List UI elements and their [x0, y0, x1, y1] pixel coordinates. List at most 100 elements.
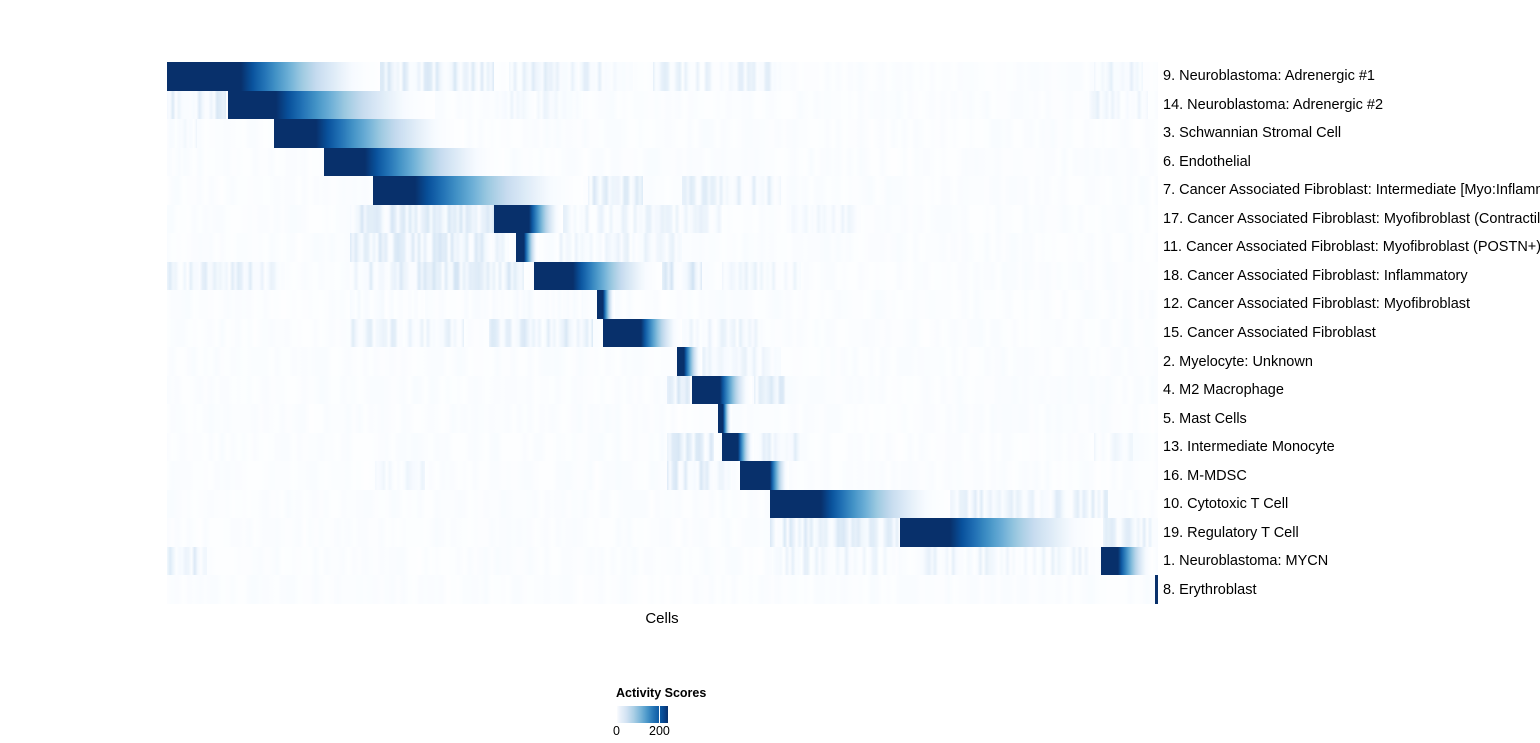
colorbar-legend: Activity Scores 0 200 — [560, 686, 820, 742]
heatmap-primary-block — [597, 290, 604, 320]
heatmap-row — [167, 90, 1158, 120]
heatmap-primary-block — [373, 176, 415, 206]
gep-row-label: 4. M2 Macrophage — [1163, 382, 1284, 399]
heatmap-secondary-band — [558, 233, 683, 263]
heatmap-row — [167, 119, 1158, 149]
gep-row-label: 16. M-MDSC — [1163, 467, 1247, 484]
heatmap-secondary-band — [563, 204, 722, 234]
heatmap-primary-block — [603, 318, 641, 348]
heatmap-primary-block — [494, 204, 529, 234]
heatmap-primary-fade — [603, 290, 615, 320]
heatmap-plot-area — [167, 62, 1158, 604]
heatmap-row-texture — [167, 347, 1158, 377]
heatmap-primary-fade — [528, 204, 564, 234]
heatmap-row-texture — [167, 575, 1158, 604]
heatmap-primary-fade — [276, 90, 435, 120]
heatmap-secondary-band — [380, 62, 495, 92]
gep-row-label: 1. Neuroblastoma: MYCN — [1163, 553, 1329, 570]
heatmap-secondary-band — [682, 318, 762, 348]
heatmap-primary-fade — [315, 119, 465, 149]
heatmap-secondary-band — [791, 204, 861, 234]
heatmap-row — [167, 432, 1158, 462]
heatmap-row-texture — [167, 404, 1158, 434]
heatmap-row — [167, 489, 1158, 520]
heatmap-primary-fade — [719, 375, 752, 405]
gep-row-label: 17. Cancer Associated Fibroblast: Myofib… — [1163, 210, 1540, 227]
colorbar-tick-200 — [659, 706, 661, 723]
heatmap-row — [167, 518, 1158, 548]
heatmap-row — [167, 318, 1158, 348]
gep-row-label: 3. Schwannian Stromal Cell — [1163, 125, 1342, 142]
heatmap-secondary-band — [753, 375, 787, 405]
heatmap-row — [167, 461, 1158, 491]
heatmap-primary-fade — [640, 318, 683, 348]
heatmap-secondary-band — [667, 432, 715, 462]
colorbar-title: Activity Scores — [616, 686, 707, 700]
heatmap-secondary-band — [667, 375, 691, 405]
heatmap-row — [167, 290, 1158, 320]
gep-row-label: 7. Cancer Associated Fibroblast: Interme… — [1163, 182, 1540, 199]
heatmap-primary-block — [167, 62, 242, 92]
gep-row-label: 18. Cancer Associated Fibroblast: Inflam… — [1163, 267, 1468, 284]
heatmap-row — [167, 375, 1158, 405]
heatmap-row — [167, 546, 1158, 577]
heatmap-secondary-band — [350, 290, 425, 320]
heatmap-secondary-band — [692, 347, 782, 377]
heatmap-primary-fade — [769, 461, 790, 491]
heatmap-row-texture — [167, 147, 1158, 177]
heatmap-secondary-band — [771, 546, 901, 577]
gep-row-label: 12. Cancer Associated Fibroblast: Myofib… — [1163, 296, 1471, 313]
heatmap-row-texture — [167, 176, 1158, 206]
heatmap-primary-block — [692, 375, 720, 405]
gep-row-label: 8. Erythroblast — [1163, 581, 1257, 598]
heatmap-row — [167, 261, 1158, 291]
heatmap-row-texture — [167, 461, 1158, 491]
heatmap-secondary-band — [350, 204, 495, 234]
heatmap-secondary-band — [721, 261, 802, 291]
heatmap-secondary-band — [489, 318, 594, 348]
heatmap-primary-fade — [737, 432, 754, 462]
heatmap-row — [167, 575, 1158, 604]
colorbar-gradient — [616, 706, 668, 723]
heatmap-primary-block — [1100, 546, 1119, 577]
heatmap-primary-fade — [1118, 546, 1154, 577]
heatmap-row-texture — [167, 290, 1158, 320]
heatmap-secondary-band — [350, 233, 509, 263]
heatmap-secondary-band — [1093, 432, 1134, 462]
heatmap-secondary-band — [167, 147, 197, 177]
heatmap-primary-block — [323, 147, 366, 177]
heatmap-primary-block — [1154, 575, 1158, 604]
heatmap-row — [167, 147, 1158, 177]
heatmap-row — [167, 404, 1158, 434]
heatmap-primary-fade — [573, 261, 663, 291]
heatmap-primary-block — [228, 90, 276, 120]
heatmap-secondary-band — [464, 290, 584, 320]
heatmap-primary-block — [769, 489, 822, 520]
heatmap-secondary-band — [769, 518, 901, 548]
heatmap-primary-block — [717, 404, 723, 434]
heatmap-secondary-band — [167, 119, 197, 149]
heatmap-secondary-band — [757, 432, 802, 462]
gep-row-label: 19. Regulatory T Cell — [1163, 524, 1299, 541]
heatmap-row — [167, 233, 1158, 263]
heatmap-secondary-band — [920, 546, 1089, 577]
heatmap-primary-fade — [414, 176, 584, 206]
heatmap-primary-fade — [523, 233, 539, 263]
gep-row-label: 11. Cancer Associated Fibroblast: Myofib… — [1163, 239, 1540, 256]
heatmap-primary-block — [721, 432, 738, 462]
heatmap-secondary-band — [667, 461, 732, 491]
heatmap-primary-block — [900, 518, 950, 548]
heatmap-primary-fade — [365, 147, 504, 177]
colorbar-tick-0 — [616, 706, 618, 723]
heatmap-secondary-band — [350, 318, 465, 348]
heatmap-secondary-band — [167, 546, 207, 577]
heatmap-row-texture — [167, 432, 1158, 462]
colorbar-ticklabel-0: 0 — [613, 724, 620, 738]
x-axis-label: Cells — [645, 610, 679, 627]
heatmap-primary-block — [677, 347, 685, 377]
heatmap-primary-fade — [722, 404, 732, 434]
gep-row-label: 5. Mast Cells — [1163, 410, 1247, 427]
gep-row-label: 2. Myelocyte: Unknown — [1163, 353, 1313, 370]
heatmap-primary-fade — [684, 347, 703, 377]
